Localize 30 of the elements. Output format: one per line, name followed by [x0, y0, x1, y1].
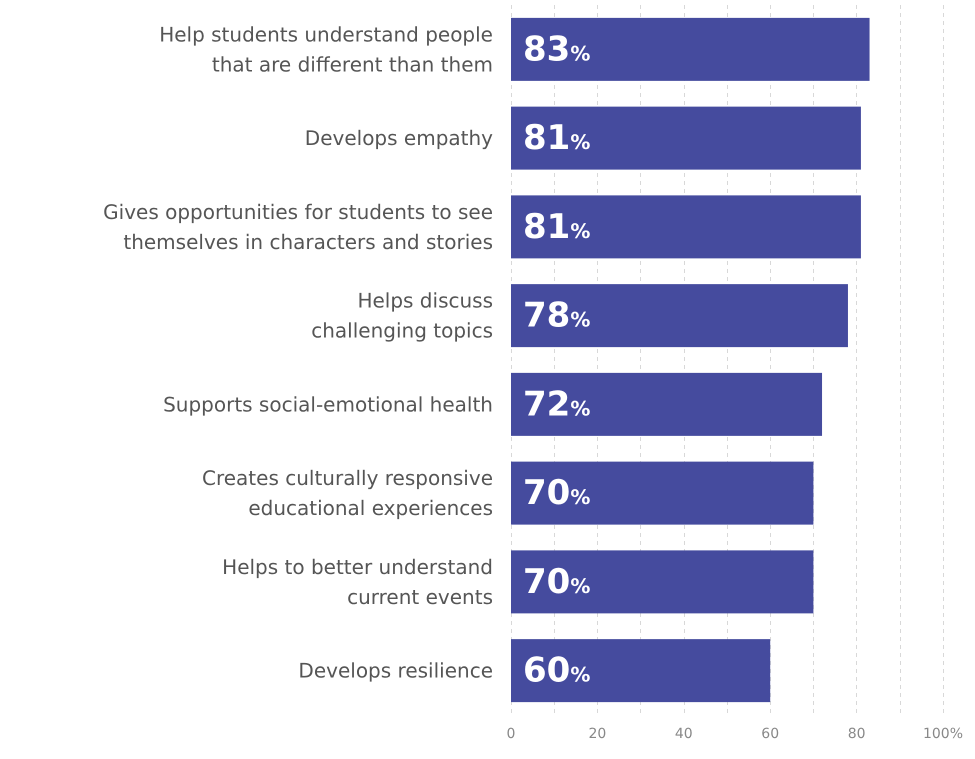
bar [511, 462, 814, 525]
bar [511, 106, 861, 170]
y-tick-label: Helps to better understand current events [222, 554, 493, 609]
x-tick-label: 100% [922, 726, 964, 742]
bar [511, 284, 848, 348]
y-tick-label: Creates culturally responsive educational experiences [202, 466, 493, 520]
data-label: 83% [523, 29, 590, 70]
x-tick-label: 0 [506, 726, 516, 742]
y-tick-label: Helps discuss challenging topics [311, 288, 493, 343]
data-label: 60% [523, 650, 590, 691]
y-tick-label: Develops empathy [304, 126, 494, 150]
data-label: 81% [523, 206, 590, 247]
x-tick-label: 60 [761, 726, 780, 742]
y-tick-label: Gives opportunities for students to see themselves in characters and stories [103, 200, 493, 254]
data-label: 81% [523, 118, 590, 158]
bar [511, 372, 822, 436]
bar [511, 550, 814, 614]
y-tick-label: Supports social-emotional health [163, 392, 493, 416]
bar [511, 195, 861, 258]
y-tick-label: Help students understand people that are different than them [159, 22, 493, 76]
data-label: 70% [523, 473, 590, 514]
data-label: 72% [523, 384, 590, 424]
bar [511, 639, 770, 702]
data-label: 78% [523, 296, 590, 336]
x-tick-label: 40 [674, 726, 693, 742]
x-tick-label: 80 [848, 726, 866, 742]
x-tick-label: 20 [588, 726, 606, 742]
data-label: 70% [523, 562, 590, 602]
y-tick-label: Develops resilience [298, 658, 493, 683]
bar [511, 18, 870, 81]
